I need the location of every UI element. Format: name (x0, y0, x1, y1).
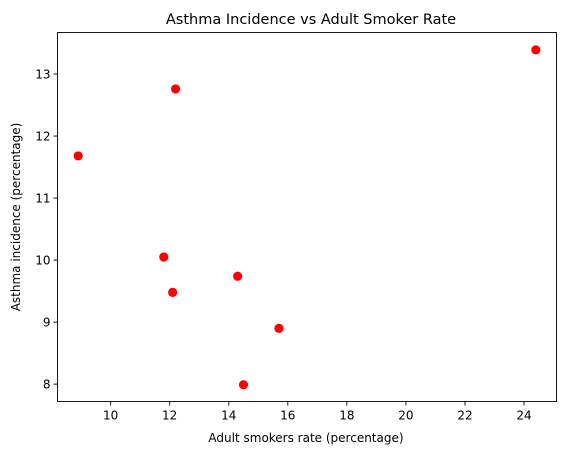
data-point (274, 323, 284, 333)
data-point (238, 380, 249, 390)
data-point (171, 84, 181, 94)
x-tick-label: 22 (457, 409, 472, 423)
y-tick-label: 8 (43, 377, 51, 391)
chart-title: Asthma Incidence vs Adult Smoker Rate (166, 12, 456, 28)
y-tick-label: 12 (35, 129, 50, 143)
x-tick-label: 10 (103, 409, 118, 423)
x-tick-label: 20 (398, 409, 413, 423)
data-point (168, 287, 178, 297)
x-tick-label: 12 (162, 409, 177, 423)
axis-ticks: 10 12 14 16 18 20 22 24 8 9 10 11 12 13 (35, 67, 531, 422)
y-tick-label: 11 (35, 191, 50, 205)
x-axis-label: Adult smokers rate (percentage) (208, 431, 403, 445)
y-tick-label: 13 (35, 67, 50, 81)
y-tick-label: 9 (43, 315, 51, 329)
y-axis-label: Asthma incidence (percentage) (9, 123, 23, 312)
data-point (159, 252, 169, 262)
x-tick-label: 18 (339, 409, 354, 423)
data-point (531, 45, 541, 55)
x-tick-label: 24 (516, 409, 531, 423)
x-tick-label: 14 (221, 409, 236, 423)
data-point (233, 271, 243, 281)
data-points (73, 45, 541, 390)
x-tick-label: 16 (280, 409, 295, 423)
plot-area-frame (57, 32, 557, 402)
y-tick-label: 10 (35, 253, 50, 267)
data-point (73, 151, 83, 161)
